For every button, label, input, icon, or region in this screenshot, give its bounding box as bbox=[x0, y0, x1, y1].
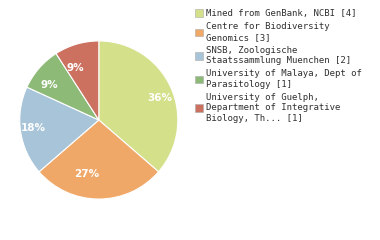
Wedge shape bbox=[27, 54, 99, 120]
Legend: Mined from GenBank, NCBI [4], Centre for Biodiversity
Genomics [3], SNSB, Zoolog: Mined from GenBank, NCBI [4], Centre for… bbox=[195, 9, 362, 123]
Wedge shape bbox=[20, 87, 99, 172]
Wedge shape bbox=[56, 41, 99, 120]
Text: 9%: 9% bbox=[41, 80, 58, 90]
Wedge shape bbox=[99, 41, 178, 172]
Wedge shape bbox=[39, 120, 158, 199]
Text: 27%: 27% bbox=[74, 169, 99, 179]
Text: 9%: 9% bbox=[66, 63, 84, 73]
Text: 36%: 36% bbox=[148, 93, 173, 103]
Text: 18%: 18% bbox=[21, 123, 46, 133]
